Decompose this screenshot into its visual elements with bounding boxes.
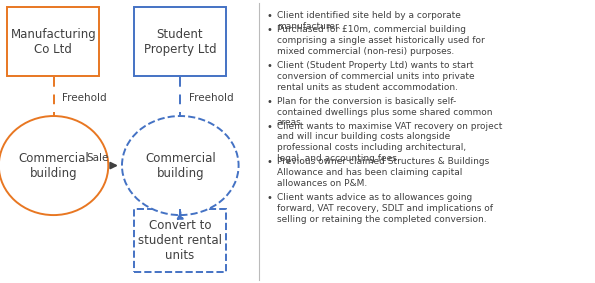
Text: Freehold: Freehold <box>62 93 107 103</box>
Text: •: • <box>267 11 273 21</box>
Text: •: • <box>267 122 273 132</box>
Text: Client wants to maximise VAT recovery on project
and will incur building costs a: Client wants to maximise VAT recovery on… <box>277 122 502 163</box>
Text: Freehold: Freehold <box>189 93 233 103</box>
Text: Sale: Sale <box>86 153 109 164</box>
Text: Client wants advice as to allowances going
forward, VAT recovery, SDLT and impli: Client wants advice as to allowances goi… <box>277 193 493 224</box>
Text: Previous owner claimed Structures & Buildings
Allowance and has been claiming ca: Previous owner claimed Structures & Buil… <box>277 157 489 188</box>
Bar <box>134 209 226 272</box>
Ellipse shape <box>0 116 108 215</box>
Text: Commercial
building: Commercial building <box>145 152 215 179</box>
Ellipse shape <box>122 116 239 215</box>
Text: •: • <box>267 97 273 107</box>
Text: Plan for the conversion is basically self-
contained dwellings plus some shared : Plan for the conversion is basically sel… <box>277 97 492 127</box>
Text: •: • <box>267 25 273 35</box>
Text: Client (Student Property Ltd) wants to start
conversion of commercial units into: Client (Student Property Ltd) wants to s… <box>277 61 474 92</box>
Text: Manufacturing
Co Ltd: Manufacturing Co Ltd <box>10 28 96 56</box>
Text: Purchased for £10m, commercial building
comprising a single asset historically u: Purchased for £10m, commercial building … <box>277 25 484 56</box>
Text: •: • <box>267 61 273 71</box>
Text: Student
Property Ltd: Student Property Ltd <box>143 28 217 56</box>
Text: Commercial
building: Commercial building <box>18 152 89 179</box>
Text: •: • <box>267 193 273 203</box>
Bar <box>134 7 226 76</box>
Text: Convert to
student rental
units: Convert to student rental units <box>138 219 222 262</box>
Bar <box>7 7 99 76</box>
Text: Client identified site held by a corporate
manufacturer.: Client identified site held by a corpora… <box>277 11 461 31</box>
Text: •: • <box>267 157 273 167</box>
